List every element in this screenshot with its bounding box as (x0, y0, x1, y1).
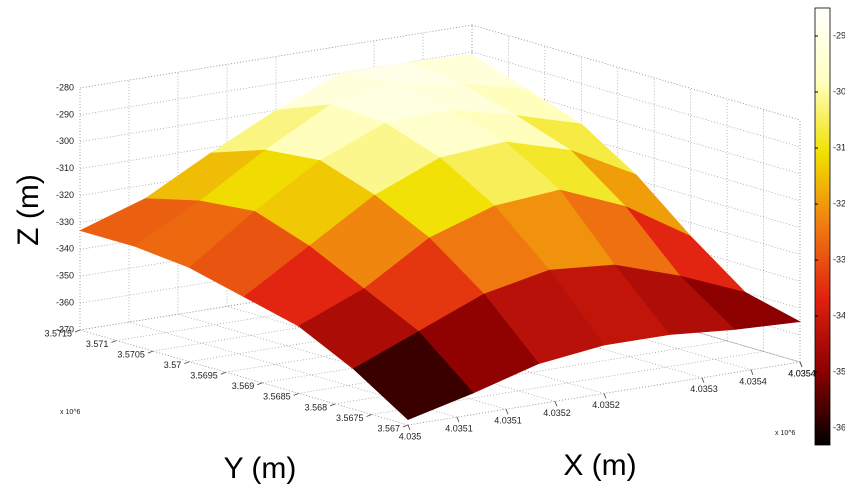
z-tick-label: -290 (56, 109, 74, 119)
colorbar-tick-label: -300 (833, 86, 845, 96)
tick-mark (750, 369, 754, 376)
x-axis-title: X (m) (563, 449, 636, 482)
colorbar-tick-label: -360 (833, 423, 845, 433)
y-tick-label: 3.571 (86, 339, 109, 349)
z-tick-label: -310 (56, 163, 74, 173)
x-tick-label: 4.0351 (494, 416, 522, 426)
tick-mark (74, 329, 81, 333)
colorbar-tick-label: -310 (833, 142, 845, 152)
tick-mark (147, 350, 154, 354)
colorbar-tick-label: -350 (833, 367, 845, 377)
colorbar-tick-label: -320 (833, 198, 845, 208)
y-tick-label: 3.5695 (190, 371, 218, 381)
tick-mark (799, 361, 803, 368)
colorbar-tick-label: -340 (833, 311, 845, 321)
y-tick-label: 3.568 (305, 402, 328, 412)
z-tick-label: -300 (56, 136, 74, 146)
colorbar (814, 7, 831, 446)
x-tick-label: 4.035 (399, 431, 422, 441)
y-multiplier: x 10^6 (60, 409, 81, 416)
tick-mark (111, 340, 117, 343)
y-tick-label: 3.567 (377, 423, 400, 433)
z-tick-label: -350 (56, 271, 74, 281)
colorbar-tick-label: -330 (833, 254, 845, 264)
y-tick-label: 3.5675 (336, 413, 364, 423)
x-tick-label: 4.0352 (592, 400, 620, 410)
z-tick-label: -330 (56, 217, 74, 227)
tick-mark (701, 377, 705, 383)
tick-mark (184, 361, 190, 365)
tick-mark (402, 424, 409, 428)
x-tick-label: 4.0351 (445, 424, 473, 434)
y-tick-label: 3.5685 (263, 392, 291, 402)
y-tick-label: 3.569 (232, 381, 255, 391)
x-tick-label: 4.0354 (788, 368, 816, 378)
grid-line (79, 24, 473, 89)
z-tick-label: -320 (56, 190, 74, 200)
tick-mark (366, 414, 372, 417)
z-tick-label: -340 (56, 244, 74, 254)
x-multiplier: x 10^6 (775, 430, 796, 437)
surface-patch (352, 331, 474, 420)
x-tick-label: 4.0354 (739, 376, 767, 386)
z-tick-label: -280 (56, 82, 74, 92)
tick-mark (257, 382, 263, 386)
tick-mark (329, 403, 336, 407)
z-tick-label: -370 (56, 324, 74, 334)
y-axis-title: Y (m) (224, 452, 297, 485)
tick-mark (603, 393, 607, 399)
x-tick-label: 4.0353 (690, 384, 718, 394)
y-tick-label: 3.57 (164, 360, 182, 370)
tick-mark (407, 424, 411, 431)
tick-mark (554, 401, 558, 407)
tick-mark (293, 392, 299, 396)
x-tick-label: 4.0352 (543, 408, 571, 418)
x-tick-label: 4.0354 (788, 368, 816, 378)
z-axis-title: Z (m) (12, 174, 45, 246)
z-tick-label: -360 (56, 297, 74, 307)
tick-mark (220, 371, 226, 375)
y-tick-label: 3.5705 (117, 349, 145, 359)
tick-mark (456, 416, 460, 423)
colorbar-tick-label: -290 (833, 30, 845, 40)
tick-mark (505, 409, 509, 415)
y-tick-label: 3.5715 (44, 328, 72, 338)
